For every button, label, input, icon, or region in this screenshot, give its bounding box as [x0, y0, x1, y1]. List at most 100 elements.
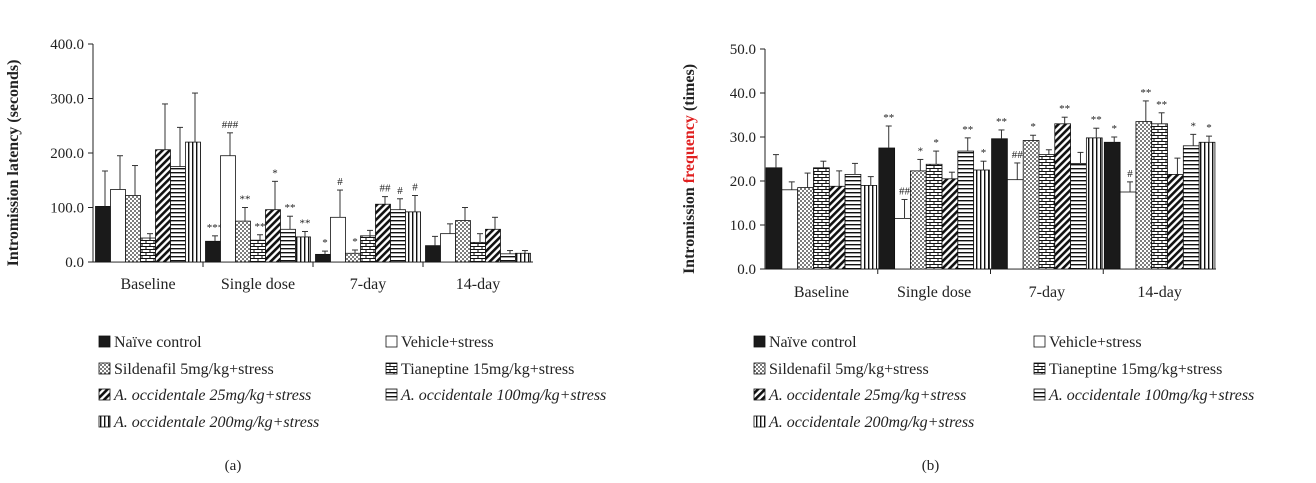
bar-a-occidentale-100mg-kg-stress-7-day — [390, 209, 406, 263]
significance-mark: # — [397, 185, 403, 197]
legend-label-sildenafil-5mg-kg-stress: Sildenafil 5mg/kg+stress — [769, 361, 929, 378]
bar-tianeptine-15mg-kg-stress-baseline — [140, 237, 156, 263]
bar-a-occidentale-200mg-kg-stress-7-day — [1085, 137, 1103, 270]
bar-na-ve-control-single-dose — [878, 147, 896, 270]
bar-tianeptine-15mg-kg-stress-14-day — [1151, 123, 1168, 270]
bar-a-occidentale-200mg-kg-stress-single-dose — [295, 236, 311, 263]
bar-a-occidentale-25mg-kg-stress-single-dose — [941, 178, 959, 270]
significance-mark: * — [918, 145, 924, 157]
legend-label-na-ve-control: Naïve control — [114, 334, 202, 351]
significance-mark: ** — [996, 116, 1007, 128]
significance-mark: * — [1190, 120, 1196, 132]
legend-label-sildenafil-5mg-kg-stress: Sildenafil 5mg/kg+stress — [114, 361, 274, 378]
legend-swatch-tianeptine-15mg-kg-stress — [1033, 362, 1046, 375]
significance-mark: ## — [899, 185, 911, 197]
legend-label-tianeptine-15mg-kg-stress: Tianeptine 15mg/kg+stress — [401, 361, 574, 378]
significance-mark: ** — [285, 202, 296, 214]
bar-sildenafil-5mg-kg-stress-14-day — [1135, 121, 1153, 270]
y-tick-label: 0.0 — [65, 255, 84, 271]
legend-label-na-ve-control: Naïve control — [769, 334, 857, 351]
category-label-baseline: Baseline — [794, 284, 849, 301]
legend-swatch-sildenafil-5mg-kg-stress — [753, 362, 766, 375]
significance-mark: ** — [962, 124, 973, 136]
bar-sildenafil-5mg-kg-stress-7-day — [345, 252, 361, 263]
chart-panel-b: 0.0 10.0 20.0 30.0 40.0 50.0 Intromission freq… — [681, 42, 1254, 474]
bar-sildenafil-5mg-kg-stress-single-dose — [235, 220, 251, 263]
legend-swatch-a-occidentale-100mg-kg-stress — [1033, 388, 1046, 401]
y-tick-label: 300.0 — [50, 92, 84, 108]
bar-tianeptine-15mg-kg-stress-baseline — [813, 167, 830, 270]
legend-swatch-na-ve-control — [98, 335, 111, 348]
bar-a-occidentale-100mg-kg-stress-14-day — [500, 253, 516, 263]
panel-label: (b) — [922, 458, 940, 474]
category-label-14-day: 14-day — [456, 276, 500, 293]
significance-mark: ## — [1012, 149, 1024, 161]
legend-label-a-occidentale-25mg-kg-stress: A. occidentale 25mg/kg+stress — [113, 387, 311, 404]
significance-mark: * — [322, 237, 328, 249]
bar-sildenafil-5mg-kg-stress-7-day — [1022, 140, 1040, 270]
chart-panel-a: 0.0 100.0 200.0 300.0 400.0 Intromission late… — [5, 37, 606, 474]
y-axis-title: Intromission latency (seconds) — [5, 60, 22, 267]
bar-a-occidentale-100mg-kg-stress-baseline — [844, 173, 862, 270]
legend-swatch-sildenafil-5mg-kg-stress — [98, 362, 111, 375]
bar-tianeptine-15mg-kg-stress-14-day — [470, 241, 486, 263]
legend-swatch-vehicle-stress — [385, 335, 398, 348]
bar-sildenafil-5mg-kg-stress-baseline — [797, 187, 814, 270]
panel-label: (a) — [225, 458, 242, 474]
legend-label-a-occidentale-100mg-kg-stress: A. occidentale 100mg/kg+stress — [400, 387, 606, 404]
significance-mark: * — [1111, 123, 1117, 135]
bar-vehicle-stress-baseline — [110, 189, 126, 263]
bar-sildenafil-5mg-kg-stress-single-dose — [910, 170, 927, 270]
bar-vehicle-stress-14-day — [1119, 191, 1137, 270]
bar-a-occidentale-25mg-kg-stress-7-day — [375, 203, 391, 263]
bar-a-occidentale-200mg-kg-stress-7-day — [405, 211, 421, 263]
y-tick-label: 50.0 — [730, 42, 756, 58]
significance-mark: * — [1030, 121, 1036, 133]
bar-a-occidentale-200mg-kg-stress-baseline — [860, 184, 878, 270]
bar-a-occidentale-100mg-kg-stress-single-dose — [280, 228, 296, 263]
significance-mark: ### — [222, 119, 239, 131]
bar-vehicle-stress-single-dose — [894, 217, 911, 270]
y-axis-title-part: (times) — [681, 64, 698, 115]
category-label-baseline: Baseline — [120, 276, 175, 293]
legend-swatch-a-occidentale-200mg-kg-stress — [98, 415, 111, 428]
bar-vehicle-stress-7-day — [330, 216, 346, 263]
significance-mark: * — [933, 137, 939, 149]
significance-mark: ** — [883, 112, 894, 124]
bar-a-occidentale-100mg-kg-stress-single-dose — [957, 150, 975, 270]
significance-mark: ** — [1059, 103, 1070, 115]
category-label-14-day: 14-day — [1137, 284, 1181, 301]
legend-swatch-tianeptine-15mg-kg-stress — [385, 362, 398, 375]
significance-mark: ** — [1140, 87, 1151, 99]
category-label-7-day: 7-day — [350, 276, 386, 293]
significance-mark: ** — [1156, 99, 1167, 111]
y-tick-label: 40.0 — [730, 86, 756, 102]
bar-a-occidentale-25mg-kg-stress-14-day — [1167, 173, 1184, 270]
y-tick-label: 20.0 — [730, 174, 756, 190]
bar-na-ve-control-7-day — [315, 253, 331, 263]
significance-mark: * — [352, 236, 358, 248]
bar-a-occidentale-25mg-kg-stress-baseline — [155, 149, 171, 263]
significance-mark: * — [1206, 122, 1212, 134]
legend-label-a-occidentale-200mg-kg-stress: A. occidentale 200mg/kg+stress — [768, 414, 974, 431]
bar-a-occidentale-200mg-kg-stress-baseline — [185, 141, 201, 263]
legend-swatch-na-ve-control — [753, 335, 766, 348]
legend-swatch-a-occidentale-200mg-kg-stress — [753, 415, 766, 428]
category-label-single-dose: Single dose — [221, 276, 295, 293]
significance-mark: ** — [240, 194, 251, 206]
bar-a-occidentale-200mg-kg-stress-single-dose — [973, 169, 990, 270]
bar-vehicle-stress-baseline — [781, 189, 799, 270]
bar-sildenafil-5mg-kg-stress-baseline — [125, 195, 141, 263]
significance-mark: # — [412, 182, 418, 194]
legend-label-tianeptine-15mg-kg-stress: Tianeptine 15mg/kg+stress — [1049, 361, 1222, 378]
bar-na-ve-control-14-day — [1103, 141, 1121, 270]
bar-a-occidentale-100mg-kg-stress-14-day — [1182, 145, 1200, 270]
bar-tianeptine-15mg-kg-stress-single-dose — [250, 239, 266, 263]
significance-mark: ** — [300, 217, 311, 229]
bar-tianeptine-15mg-kg-stress-single-dose — [925, 163, 943, 270]
legend-label-a-occidentale-25mg-kg-stress: A. occidentale 25mg/kg+stress — [768, 387, 966, 404]
bar-na-ve-control-baseline — [765, 167, 783, 270]
category-label-7-day: 7-day — [1029, 284, 1065, 301]
bar-a-occidentale-25mg-kg-stress-baseline — [828, 185, 846, 270]
